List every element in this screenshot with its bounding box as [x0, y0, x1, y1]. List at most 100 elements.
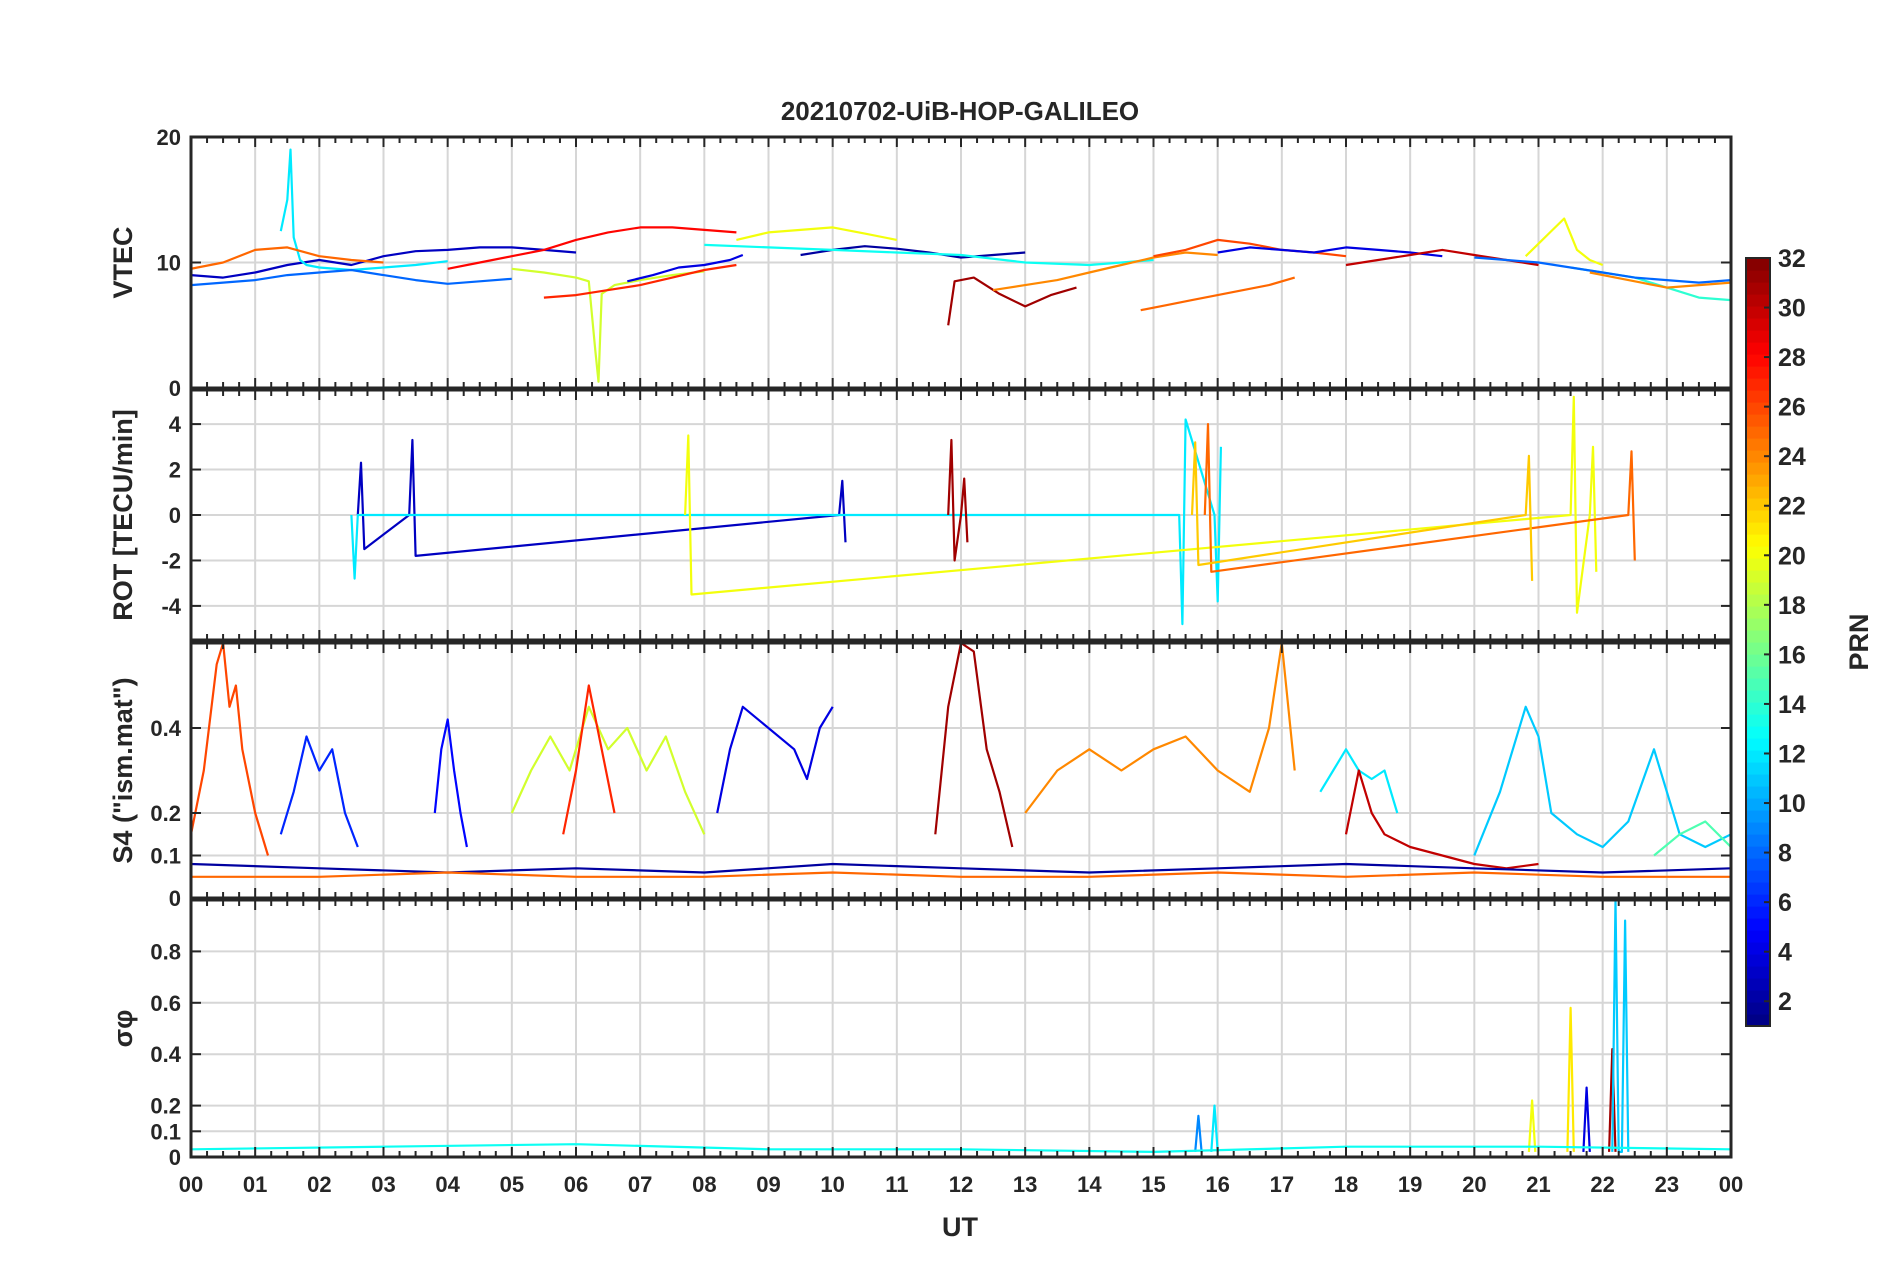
x-tick-label: 11 — [885, 1172, 908, 1197]
colorbar-segment — [1746, 306, 1770, 319]
series-line-prn-31 — [947, 438, 969, 562]
series-line-prn-21 — [1566, 1006, 1575, 1152]
colorbar-tick-label: 2 — [1778, 988, 1792, 1016]
y-tick-label: 0.4 — [150, 1042, 181, 1067]
series-line-prn-11 — [1473, 705, 1731, 856]
series-group — [191, 148, 1731, 383]
colorbar-segment — [1746, 450, 1770, 463]
x-tick-label: 08 — [692, 1172, 716, 1197]
x-tick-label: 09 — [756, 1172, 780, 1197]
colorbar-segment — [1746, 942, 1770, 955]
series-line-prn-20 — [1524, 217, 1604, 267]
colorbar-segment — [1746, 966, 1770, 979]
x-tick-label: 22 — [1590, 1172, 1614, 1197]
y-tick-label: 0.2 — [150, 801, 181, 826]
y-axis-label-vtec: VTEC — [108, 226, 138, 298]
colorbar-frame — [1745, 257, 1771, 1027]
colorbar-segment — [1746, 618, 1770, 631]
panel-sigma: 00.10.2 0.4 0.6 0.8 σφ — [108, 898, 1733, 1170]
colorbar-segment — [1746, 294, 1770, 307]
x-tick-label: 07 — [628, 1172, 652, 1197]
colorbar-segment — [1746, 954, 1770, 967]
colorbar-segment — [1746, 366, 1770, 379]
series-line-prn-24 — [1589, 271, 1731, 289]
panel-rot: -4 -2 0 2 4 ROT [TECU/min] — [108, 388, 1733, 642]
colorbar-segment — [1746, 906, 1770, 919]
series-line-prn-31 — [1608, 1047, 1617, 1152]
colorbar-segment — [1746, 810, 1770, 823]
series-line-prn-31 — [934, 643, 1014, 848]
colorbar-segment — [1746, 342, 1770, 355]
x-tick-label: 19 — [1398, 1172, 1422, 1197]
colorbar-segment — [1746, 774, 1770, 787]
colorbar-segment — [1746, 894, 1770, 907]
x-tick-label: 04 — [435, 1172, 460, 1197]
x-tick-label: 12 — [949, 1172, 973, 1197]
colorbar-segment — [1746, 666, 1770, 679]
series-line-prn-3 — [191, 246, 577, 279]
colorbar-segment — [1746, 546, 1770, 559]
series-line-prn-20 — [736, 226, 898, 241]
x-tick-label: 17 — [1270, 1172, 1294, 1197]
x-tick-label: 20 — [1462, 1172, 1486, 1197]
colorbar-segment — [1746, 570, 1770, 583]
y-axis-label-rot: ROT [TECU/min] — [108, 409, 138, 620]
colorbar-segment — [1746, 426, 1770, 439]
colorbar-tick-label: 20 — [1778, 542, 1806, 570]
x-tick-label: 06 — [564, 1172, 588, 1197]
series-line-prn-25 — [1203, 423, 1636, 573]
colorbar-segment — [1746, 510, 1770, 523]
colorbar-tick-label: 32 — [1778, 245, 1806, 273]
series-line-prn-26 — [191, 643, 270, 856]
series-line-prn-5 — [433, 718, 468, 848]
x-axis-label: UT — [942, 1212, 978, 1242]
colorbar-segment — [1746, 318, 1770, 331]
x-tick-label: 16 — [1205, 1172, 1229, 1197]
y-tick-label: 0.6 — [150, 991, 181, 1016]
colorbar-segment — [1746, 858, 1770, 871]
series-line-prn-25 — [191, 871, 1731, 878]
colorbar-segment — [1746, 882, 1770, 895]
colorbar-segment — [1746, 606, 1770, 619]
colorbar-tick-label: 12 — [1778, 740, 1806, 768]
x-tick-label: 00 — [179, 1172, 203, 1197]
series-line-prn-3 — [356, 438, 847, 558]
series-line-prn-12 — [279, 148, 448, 272]
series-line-prn-22 — [1190, 441, 1534, 581]
y-tick-label: -4 — [161, 594, 181, 619]
series-line-prn-12 — [350, 418, 1222, 626]
colorbar-segment — [1746, 390, 1770, 403]
colorbar-tick-label: 14 — [1778, 691, 1806, 719]
colorbar-segment — [1746, 534, 1770, 547]
y-tick-label: 0.2 — [150, 1094, 181, 1119]
series-line-prn-4 — [1582, 1086, 1591, 1152]
x-tick-label: 21 — [1526, 1172, 1550, 1197]
colorbar-segment — [1746, 762, 1770, 775]
x-tick-label: 05 — [500, 1172, 524, 1197]
colorbar-segment — [1746, 462, 1770, 475]
series-line-prn-8 — [191, 268, 512, 287]
colorbar-tick-label: 30 — [1778, 295, 1806, 323]
x-tick-label: 18 — [1334, 1172, 1358, 1197]
series-line-prn-20 — [684, 395, 1598, 614]
series-line-prn-25 — [191, 246, 384, 270]
y-tick-label: 0 — [169, 1145, 181, 1170]
colorbar-segment — [1746, 438, 1770, 451]
series-line-prn-15 — [1653, 820, 1731, 857]
colorbar-tick-label: 16 — [1778, 641, 1806, 669]
series-group — [191, 643, 1731, 878]
colorbar-tick-label: 22 — [1778, 493, 1806, 521]
colorbar-segment — [1746, 282, 1770, 295]
colorbar-segment — [1746, 594, 1770, 607]
colorbar-tick-label: 6 — [1778, 889, 1792, 917]
colorbar-segment — [1746, 378, 1770, 391]
y-tick-label: 0 — [169, 376, 181, 401]
colorbar-label: PRN — [1844, 613, 1874, 670]
series-line-prn-13 — [704, 243, 1154, 267]
series-line-prn-27 — [562, 684, 616, 835]
y-tick-label: 0 — [169, 503, 181, 528]
colorbar-segment — [1746, 630, 1770, 643]
colorbar-segment — [1746, 798, 1770, 811]
